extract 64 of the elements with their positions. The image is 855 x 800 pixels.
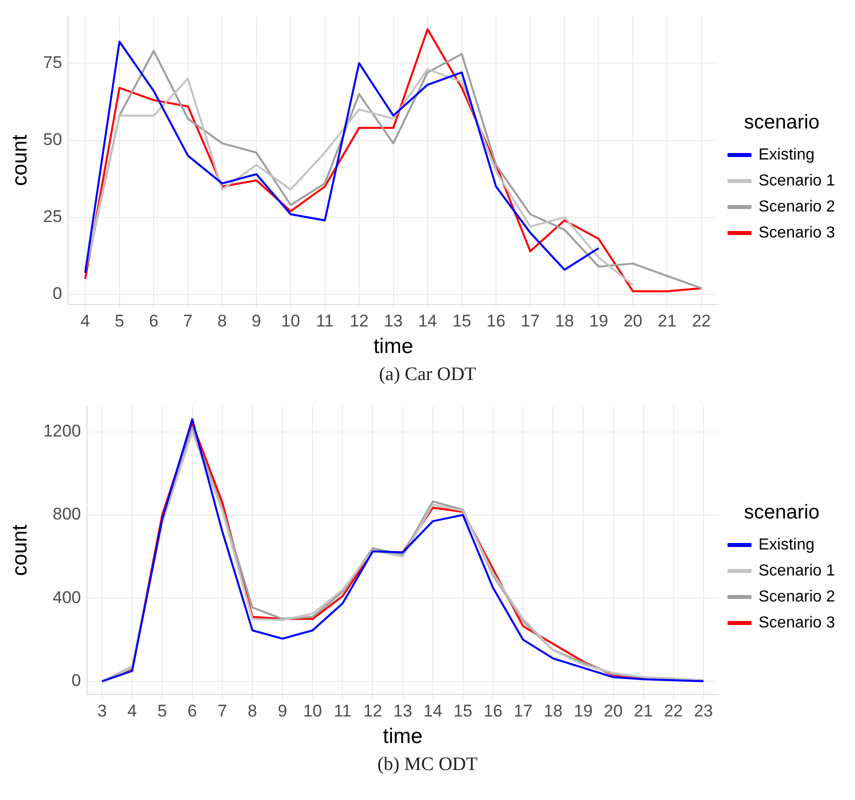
y-tick-label: 75 [43,52,62,72]
legend-label: Scenario 2 [758,588,836,606]
x-tick-label: 3 [97,701,107,720]
legend-title: scenario [744,502,820,524]
x-tick-label: 14 [418,311,437,330]
x-tick-label: 7 [183,311,193,330]
x-tick-label: 4 [80,311,90,330]
legend-label: Scenario 3 [758,224,836,242]
x-tick-label: 8 [248,701,258,720]
x-tick-label: 10 [281,311,300,330]
x-tick-label: 21 [658,311,677,330]
x-tick-label: 8 [217,311,227,330]
x-tick-label: 12 [363,701,382,720]
x-tick-label: 18 [555,311,574,330]
legend-label: Scenario 3 [758,614,836,632]
y-tick-label: 1200 [43,421,82,440]
x-tick-label: 6 [188,701,197,720]
x-tick-label: 20 [604,701,623,720]
y-tick-label: 50 [43,130,62,149]
x-tick-label: 11 [316,311,334,330]
x-tick-label: 21 [634,701,653,720]
y-tick-label: 800 [52,504,82,524]
legend-label: Existing [758,146,815,164]
x-tick-label: 22 [664,701,683,720]
x-tick-label: 20 [623,311,642,330]
legend-title: scenario [744,112,820,134]
x-tick-label: 15 [452,311,472,330]
y-tick-label: 0 [52,284,62,304]
text: (a) Car ODT [378,363,478,387]
x-tick-label: 5 [157,701,167,720]
x-tick-label: 15 [453,701,472,720]
legend-label: Scenario 1 [758,562,836,580]
text: (b) MC ODT [376,753,479,777]
x-tick-label: 18 [544,701,563,720]
x-tick-label: 19 [574,701,593,720]
x-tick-label: 12 [350,311,369,330]
x-tick-label: 13 [384,311,403,330]
y-tick-label: 400 [52,588,82,607]
x-axis-title: time [373,335,414,358]
x-tick-label: 5 [114,311,124,330]
y-tick-label: 0 [72,670,82,690]
x-tick-label: 19 [589,311,608,330]
legend-label: Existing [758,536,815,554]
x-tick-label: 22 [692,311,711,330]
y-axis-title: count [8,134,32,186]
x-tick-label: 7 [218,701,228,720]
x-axis-title: time [382,725,423,748]
x-tick-label: 17 [514,701,533,720]
x-tick-label: 13 [393,701,412,720]
legend-label: Scenario 2 [758,198,836,216]
x-tick-label: 4 [127,701,137,720]
x-tick-label: 9 [252,311,262,330]
y-axis-title: count [8,524,32,576]
y-tick-label: 25 [43,207,62,226]
legend-label: Scenario 1 [758,172,836,190]
x-tick-label: 6 [148,311,158,330]
x-tick-label: 9 [278,701,288,720]
x-tick-label: 11 [334,701,352,720]
x-tick-label: 16 [486,311,506,330]
x-tick-label: 17 [520,311,540,330]
x-tick-label: 16 [484,701,502,720]
x-tick-label: 10 [303,701,322,720]
x-tick-label: 14 [423,701,442,720]
x-tick-label: 23 [694,701,713,720]
